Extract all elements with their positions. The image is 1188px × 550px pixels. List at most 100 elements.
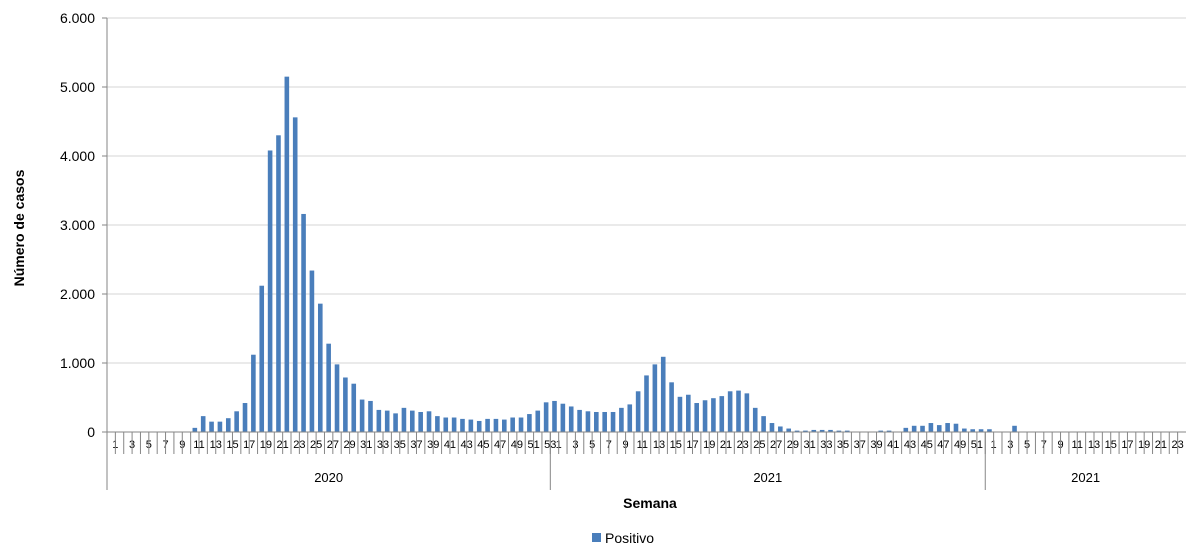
- y-tick-label: 1.000: [60, 355, 95, 371]
- bar: [652, 364, 658, 432]
- bar: [744, 393, 750, 432]
- bar: [217, 421, 223, 432]
- bar: [936, 425, 942, 432]
- bar: [443, 417, 449, 432]
- bar: [719, 396, 725, 432]
- bar: [326, 343, 331, 432]
- bar: [568, 406, 574, 432]
- bar: [351, 383, 357, 432]
- bar: [727, 391, 733, 432]
- bar: [677, 396, 683, 432]
- bar: [953, 423, 959, 432]
- bar: [644, 375, 649, 432]
- bar: [301, 213, 306, 432]
- year-label: 2021: [753, 470, 782, 485]
- y-tick-label: 4.000: [60, 148, 95, 164]
- bar: [920, 425, 925, 432]
- bar: [284, 76, 290, 433]
- bar: [502, 419, 507, 432]
- year-label: 2020: [314, 470, 343, 485]
- bar: [376, 409, 382, 432]
- bar: [970, 429, 976, 432]
- bar: [1012, 425, 1017, 432]
- bar: [786, 428, 791, 432]
- bar: [418, 411, 423, 432]
- bar: [702, 400, 708, 432]
- bar: [535, 410, 541, 432]
- bar: [911, 425, 917, 432]
- bar: [610, 411, 616, 432]
- y-tick-label: 5.000: [60, 79, 95, 95]
- bar: [903, 427, 909, 432]
- bar: [660, 356, 666, 432]
- bar: [225, 418, 231, 432]
- bar: [200, 416, 206, 432]
- bar: [543, 402, 549, 432]
- bar: [844, 430, 850, 432]
- bar: [468, 419, 474, 432]
- bar: [267, 150, 273, 433]
- y-axis-title: Número de casos: [11, 169, 27, 286]
- bar: [485, 418, 490, 432]
- bars: [192, 76, 1017, 433]
- bar: [334, 364, 340, 432]
- y-axis: 0 1.000 2.000 3.000 4.000 5.000 6.000: [60, 10, 108, 440]
- bar: [945, 423, 950, 432]
- bar: [769, 423, 775, 432]
- bar: [619, 407, 624, 432]
- x-axis: 1357911131517192123252729313335373941434…: [106, 431, 1186, 490]
- bar: [978, 429, 984, 432]
- legend: Positivo: [592, 530, 654, 546]
- bar: [368, 400, 373, 432]
- y-tick-label: 6.000: [60, 10, 95, 26]
- bar: [343, 377, 348, 432]
- y-tick-label: 3.000: [60, 217, 95, 233]
- y-tick-label: 2.000: [60, 286, 95, 302]
- bar: [510, 417, 515, 432]
- bar: [761, 416, 766, 432]
- bar: [819, 429, 825, 432]
- bar: [962, 428, 967, 432]
- bar: [828, 429, 833, 432]
- bar: [518, 417, 524, 432]
- bar: [627, 404, 633, 432]
- bar: [460, 418, 465, 432]
- legend-label: Positivo: [605, 530, 654, 546]
- bar: [451, 417, 457, 432]
- bar: [878, 430, 884, 432]
- bar: [292, 117, 298, 433]
- bar: [560, 403, 566, 432]
- bar: [711, 398, 716, 432]
- bar: [928, 423, 934, 432]
- bar: [476, 420, 482, 432]
- bar: [192, 427, 198, 432]
- bar: [736, 390, 741, 432]
- y-tick-label: 0: [87, 424, 95, 440]
- bar: [384, 410, 390, 432]
- bar: [778, 426, 783, 432]
- bar: [987, 429, 992, 432]
- bar: [836, 430, 842, 432]
- bar: [694, 403, 699, 432]
- bar: [409, 410, 415, 432]
- bar: [276, 135, 281, 433]
- bar: [317, 303, 323, 432]
- bar: [359, 399, 365, 432]
- bar: [435, 416, 440, 432]
- bar: [577, 409, 582, 432]
- bar: [552, 400, 557, 432]
- bar: [635, 391, 641, 432]
- bar: [209, 421, 214, 432]
- bar: [594, 411, 599, 432]
- bar: [251, 354, 256, 432]
- bar: [493, 418, 499, 432]
- bar: [669, 382, 674, 432]
- bar: [811, 429, 817, 432]
- bar: [602, 411, 607, 432]
- bar: [401, 407, 407, 432]
- bar: [393, 413, 398, 432]
- bar: [242, 403, 248, 432]
- bar: [686, 394, 691, 432]
- bar: [752, 407, 758, 432]
- bar: [426, 411, 432, 432]
